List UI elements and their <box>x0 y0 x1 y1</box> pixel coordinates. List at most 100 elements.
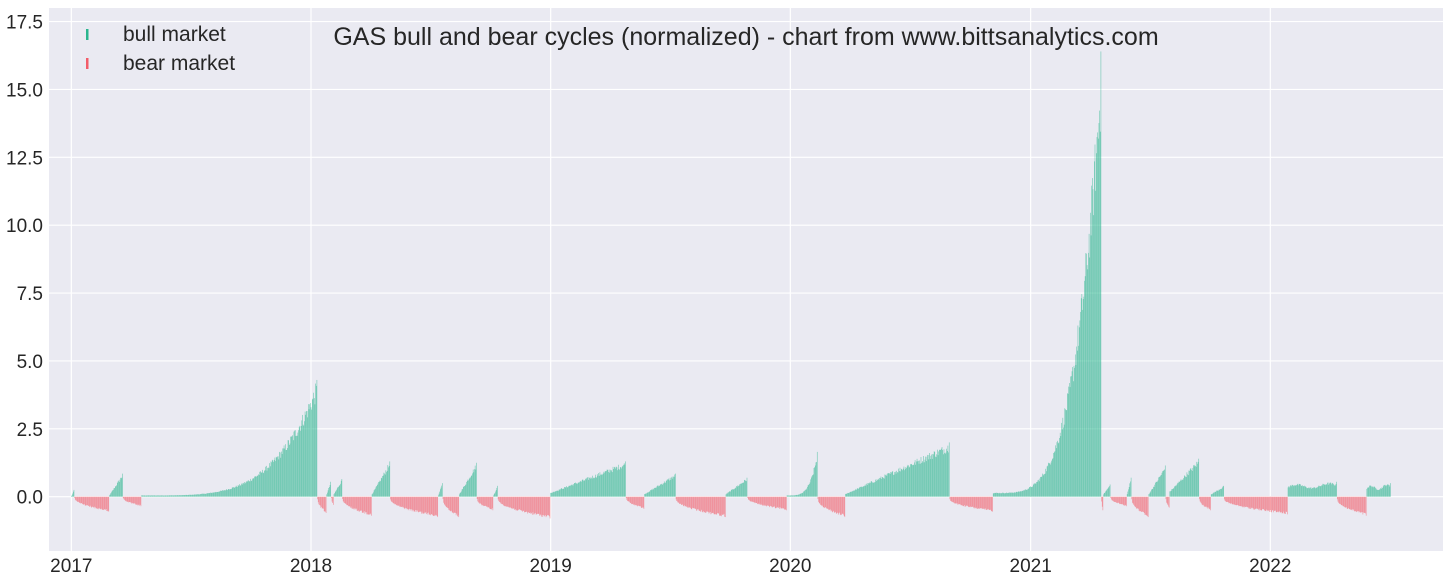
bear-bar <box>1256 496 1257 509</box>
bull-bar <box>1019 491 1021 497</box>
bull-bar <box>1307 488 1309 497</box>
bull-bar <box>557 490 559 497</box>
bear-bar <box>1146 496 1148 516</box>
bull-bar <box>849 492 851 497</box>
bull-bar <box>870 481 872 497</box>
bull-bar <box>192 494 194 497</box>
bear-bar <box>824 496 825 509</box>
bear-bar <box>529 496 530 514</box>
bear-bar <box>394 496 396 505</box>
bull-bar <box>650 490 651 497</box>
bull-bar <box>151 495 153 497</box>
bull-bar <box>373 490 375 497</box>
bull-bar <box>122 473 123 497</box>
bear-bar <box>1259 496 1261 509</box>
bear-bar <box>91 496 92 508</box>
bear-bar <box>499 496 500 502</box>
bear-bar <box>627 496 629 502</box>
bull-bar <box>1086 253 1087 497</box>
bull-bar <box>461 489 463 497</box>
bull-bar <box>1220 488 1221 497</box>
bear-bar <box>426 496 427 515</box>
bear-bar <box>1233 496 1234 505</box>
bull-bar <box>1031 487 1032 497</box>
bull-bar <box>660 484 662 497</box>
bull-bar <box>1368 487 1370 497</box>
bull-bar <box>810 479 811 497</box>
bull-bar <box>795 495 796 497</box>
bull-bar <box>172 495 174 497</box>
bull-bar <box>1159 476 1160 497</box>
bear-bar <box>954 496 955 504</box>
bull-bar <box>467 479 469 497</box>
bull-bar <box>599 472 601 497</box>
y-tick-label: 7.5 <box>17 284 43 305</box>
bear-bar <box>452 496 454 513</box>
bear-bar <box>724 496 725 517</box>
bull-bar <box>645 493 647 497</box>
bear-bar <box>1338 496 1340 504</box>
bear-bar <box>675 496 677 500</box>
bull-bar <box>1008 492 1009 497</box>
bull-bar <box>1041 476 1043 497</box>
bull-bar <box>296 435 297 497</box>
bear-bar <box>681 496 683 505</box>
bull-bar <box>261 472 263 497</box>
bull-bar <box>939 449 941 497</box>
bear-bar <box>760 496 762 505</box>
bear-bar <box>968 496 970 508</box>
bear-bar <box>716 496 718 515</box>
bear-bar <box>723 496 724 515</box>
bull-bar <box>1026 489 1028 497</box>
bull-bar <box>1304 485 1305 497</box>
bull-bar <box>176 495 178 497</box>
bull-bar <box>214 492 216 497</box>
bull-bar <box>669 480 670 497</box>
bull-bar <box>258 475 260 497</box>
bear-bar <box>676 496 678 502</box>
bear-bar <box>84 496 85 505</box>
bull-bar <box>143 495 145 497</box>
bull-bar <box>1039 478 1041 497</box>
bear-bar <box>1268 496 1270 511</box>
x-tick-label: 2020 <box>769 556 811 577</box>
bear-bar <box>407 496 409 511</box>
bull-bar <box>738 485 740 497</box>
bull-bar <box>1004 493 1006 497</box>
y-tick-label: 15.0 <box>6 80 43 101</box>
bear-bar <box>782 496 784 509</box>
bull-bar <box>290 436 291 497</box>
bear-bar <box>1240 496 1242 507</box>
bull-bar <box>1109 484 1111 497</box>
bull-bar <box>591 477 592 497</box>
bull-bar <box>1292 486 1294 497</box>
bull-bar <box>940 449 941 497</box>
bear-bar <box>1364 496 1366 513</box>
bear-bar <box>129 496 131 503</box>
bull-bar <box>906 466 908 497</box>
bear-bar <box>987 496 988 510</box>
bull-bar <box>241 482 243 497</box>
bull-bar <box>1308 487 1309 497</box>
bear-bar <box>533 496 535 514</box>
bull-bar <box>993 493 995 497</box>
bull-bar <box>616 467 618 497</box>
bull-bar <box>731 489 733 497</box>
bull-bar <box>1311 488 1312 497</box>
bull-bar <box>876 479 878 497</box>
bull-bar <box>1025 489 1027 497</box>
bull-bar <box>648 491 650 497</box>
bear-bar <box>512 496 513 509</box>
bear-bar <box>359 496 361 511</box>
bull-bar <box>268 467 269 497</box>
bull-bar <box>1374 486 1376 497</box>
bull-bar <box>1108 486 1110 497</box>
bull-bar <box>1094 144 1096 497</box>
bull-bar <box>175 495 177 497</box>
bear-bar <box>516 496 517 511</box>
bull-bar <box>118 481 120 497</box>
bull-bar <box>330 481 331 497</box>
bear-bar <box>1135 496 1137 508</box>
bear-bar <box>1348 496 1350 509</box>
